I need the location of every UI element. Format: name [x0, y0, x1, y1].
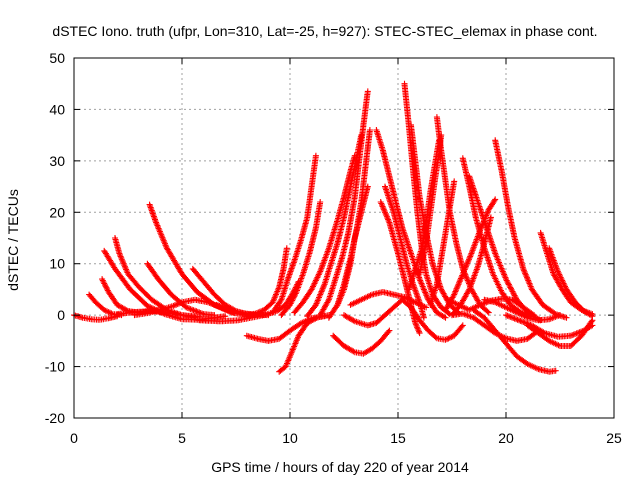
data-marker-run: [317, 88, 371, 319]
y-axis-label: dSTEC / TECUs: [5, 189, 21, 291]
y-tick-label: -10: [45, 359, 65, 375]
data-marker-run: [86, 291, 125, 319]
x-tick-label: 25: [606, 430, 622, 446]
plot-frame: [73, 57, 615, 419]
y-tick-label: 40: [49, 101, 65, 117]
series-arc-18: [291, 152, 358, 316]
data-marker-run: [382, 183, 427, 321]
series-arc-39: [492, 137, 570, 321]
series-arc-43: [481, 296, 563, 324]
data-marker-run: [459, 155, 535, 320]
y-tick-label: -20: [45, 410, 65, 426]
x-tick-label: 5: [178, 430, 186, 446]
series-arc-14: [243, 245, 290, 319]
series-arc-35: [459, 155, 535, 320]
data-marker-run: [416, 132, 445, 277]
grid-lines: [74, 58, 614, 418]
series-arc-42: [470, 307, 559, 375]
data-marker-run: [492, 137, 570, 321]
data-points: [71, 80, 596, 375]
data-marker-run: [524, 317, 596, 349]
series-arc-46: [524, 317, 596, 349]
data-marker-run: [243, 245, 290, 319]
series-arc-20: [317, 88, 371, 319]
data-marker-run: [537, 229, 596, 318]
series-arc-44: [537, 229, 596, 318]
series-arc-22: [334, 183, 371, 308]
data-marker-run: [291, 152, 358, 316]
series-arc-17: [269, 152, 319, 316]
series-arc-02: [86, 291, 125, 319]
data-marker-run: [470, 307, 559, 375]
y-tick-label: 0: [57, 307, 65, 323]
axis-ticks: 0 5 10 15 20 25 -20 -10 0 10 20 30 40 50: [45, 50, 622, 446]
series-arc-27: [382, 183, 427, 321]
series-arc-23: [330, 327, 393, 357]
series-arc-37: [442, 196, 499, 313]
chart-title: dSTEC Iono. truth (ufpr, Lon=310, Lat=-2…: [52, 23, 597, 39]
series-arc-32: [416, 132, 445, 277]
series-arc-47: [546, 245, 596, 320]
x-axis-label: GPS time / hours of day 220 of year 2014: [211, 459, 469, 475]
series-arc-16: [278, 199, 324, 319]
y-tick-label: 50: [49, 50, 65, 66]
data-marker-run: [433, 114, 492, 316]
data-marker-run: [546, 245, 596, 320]
y-tick-label: 10: [49, 256, 65, 272]
data-marker-run: [269, 152, 319, 316]
x-tick-label: 15: [390, 430, 406, 446]
x-tick-label: 0: [70, 430, 78, 446]
y-tick-label: 20: [49, 204, 65, 220]
data-marker-run: [330, 327, 393, 357]
x-tick-label: 20: [498, 430, 514, 446]
data-marker-run: [114, 308, 203, 320]
y-tick-label: 30: [49, 153, 65, 169]
x-tick-label: 10: [282, 430, 298, 446]
data-marker-run: [334, 183, 371, 308]
data-marker-run: [442, 196, 499, 313]
series-arc-34: [433, 114, 492, 316]
data-marker-run: [481, 296, 563, 324]
data-marker-run: [278, 199, 324, 319]
series-arc-09: [114, 308, 203, 320]
